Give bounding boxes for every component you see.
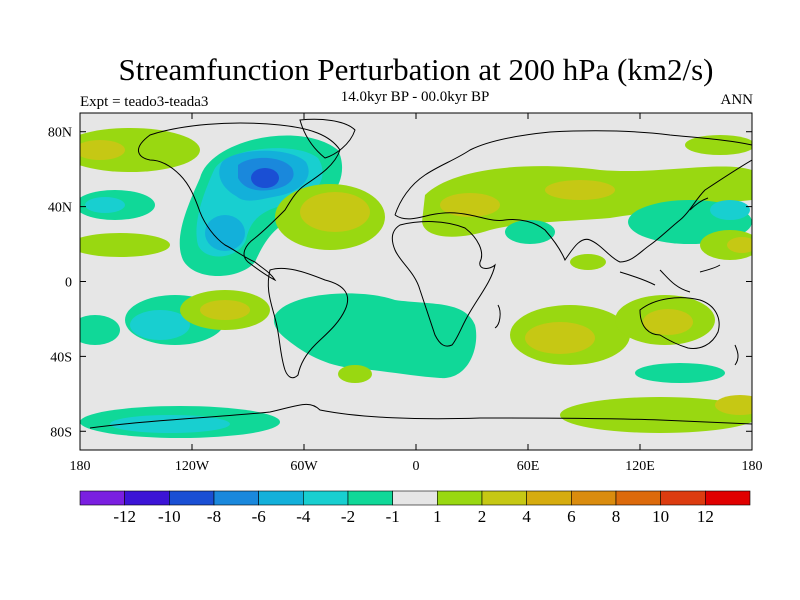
plot-subtitle: 14.0kyr BP - 00.0kyr BP xyxy=(340,89,490,105)
contour-spac-pos2 xyxy=(200,300,250,320)
coast-antarctica xyxy=(89,403,752,429)
colorbar-label: -2 xyxy=(341,507,355,526)
x-tick-label: 0 xyxy=(413,459,420,474)
x-tick-label: 60E xyxy=(517,459,540,474)
x-tick-label: 120E xyxy=(625,459,655,474)
contour-pac-west2 xyxy=(710,200,750,220)
colorbar-swatch xyxy=(213,490,259,506)
colorbar-label: -6 xyxy=(252,507,266,526)
colorbar-label: 1 xyxy=(433,507,442,526)
coastlines xyxy=(89,118,752,429)
colorbar-label: 8 xyxy=(612,507,621,526)
x-tick-label: 180 xyxy=(70,459,91,474)
contour-natl-core xyxy=(300,192,370,232)
colorbar-label: -12 xyxy=(113,507,136,526)
contour-na-l5 xyxy=(251,168,279,188)
contour-spac-neg2 xyxy=(130,310,190,340)
contour-eurasia xyxy=(422,166,752,237)
coast-japan xyxy=(689,197,709,211)
contour-ind-small xyxy=(570,254,606,270)
contour-fills xyxy=(80,118,752,438)
colorbar-swatch xyxy=(571,490,617,506)
y-tick-label: 40S xyxy=(50,350,72,365)
colorbar-swatch xyxy=(258,490,304,506)
y-tick-label: 80S xyxy=(50,425,72,440)
contour-arctic xyxy=(80,128,200,172)
coast-europe-asia xyxy=(394,130,752,263)
coast-newzealand xyxy=(734,344,739,366)
coast-africa xyxy=(391,221,496,347)
colorbar-swatch xyxy=(705,490,751,506)
contour-npac-core xyxy=(85,197,125,213)
x-tick-label: 60W xyxy=(290,459,318,474)
contour-so-east xyxy=(560,397,752,433)
contour-sind-neg xyxy=(635,363,725,383)
colorbar-swatch xyxy=(347,490,393,506)
colorbar-label: 12 xyxy=(697,507,714,526)
colorbar-label: 10 xyxy=(652,507,669,526)
colorbar-label: -8 xyxy=(207,507,221,526)
colorbar-label: 4 xyxy=(522,507,531,526)
season-label: ANN xyxy=(720,92,754,108)
coast-north-america xyxy=(138,122,341,282)
colorbar-swatch xyxy=(124,490,170,506)
contour-carib xyxy=(205,215,245,251)
contour-pac-eq xyxy=(80,233,170,257)
coast-south-america xyxy=(267,267,349,379)
coast-australia xyxy=(639,297,720,349)
plot-title: Streamfunction Perturbation at 200 hPa (… xyxy=(118,52,714,87)
colorbar-label: 2 xyxy=(478,507,487,526)
y-tick-label: 0 xyxy=(65,276,72,291)
contour-arctic-east xyxy=(685,135,752,155)
coast-islands-se-asia xyxy=(619,264,721,293)
colorbar-swatch xyxy=(79,490,125,506)
contour-arctic-core xyxy=(80,140,125,160)
contour-satl xyxy=(273,293,477,379)
colorbar-label: -1 xyxy=(386,507,400,526)
contour-so-east2 xyxy=(715,395,752,415)
colorbar-swatch xyxy=(437,490,483,506)
y-tick-label: 40N xyxy=(48,201,72,216)
contour-asia-neg xyxy=(505,220,555,244)
coast-madagascar xyxy=(494,304,501,329)
colorbar-swatch xyxy=(660,490,706,506)
colorbar-label: 6 xyxy=(567,507,576,526)
colorbar-swatch xyxy=(481,490,527,506)
y-tick-label: 80N xyxy=(48,126,72,141)
colorbar-label: -4 xyxy=(296,507,311,526)
axis-ticks: 180 120W 60W 0 60E 120E 180 80N 40N 0 40S 80S xyxy=(48,113,763,474)
contour-aus-core xyxy=(643,309,693,335)
contour-eurasia-core2 xyxy=(545,180,615,200)
colorbar-swatch xyxy=(303,490,349,506)
contour-so-west2 xyxy=(110,415,230,433)
colorbar-swatch xyxy=(392,490,438,506)
colorbar: -12 -10 -8 -6 -4 -2 -1 1 2 4 6 8 10 12 xyxy=(79,490,751,526)
contour-spac-w xyxy=(80,315,120,345)
contour-satl-small xyxy=(338,365,372,383)
coast-greenland xyxy=(299,118,356,159)
colorbar-label: -10 xyxy=(158,507,181,526)
experiment-label: Expt = teado3-teada3 xyxy=(80,94,209,110)
contour-sind-core xyxy=(525,322,595,354)
contour-wpac-eq2 xyxy=(727,237,752,253)
x-tick-label: 120W xyxy=(175,459,210,474)
colorbar-swatch xyxy=(169,490,215,506)
x-tick-label: 180 xyxy=(742,459,763,474)
colorbar-swatch xyxy=(526,490,572,506)
colorbar-swatch xyxy=(615,490,661,506)
contour-eurasia-core xyxy=(440,193,500,217)
